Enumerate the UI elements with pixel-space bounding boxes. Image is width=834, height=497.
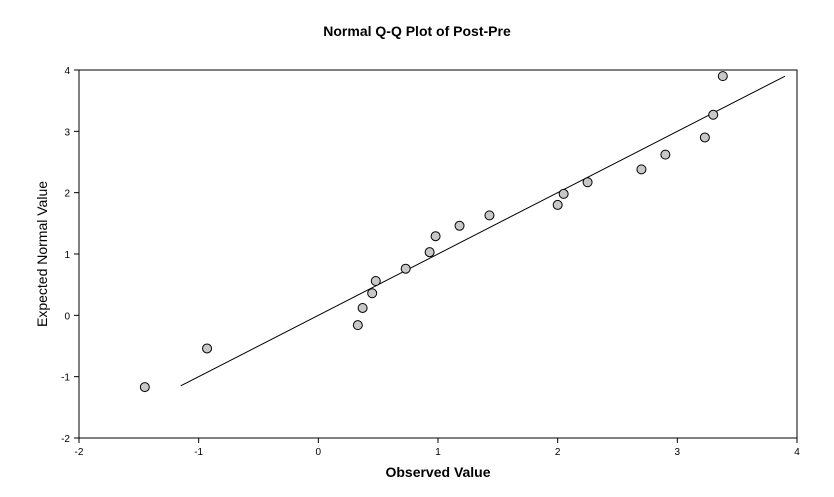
y-tick-label: 2 [64,189,70,200]
data-point [699,132,710,143]
data-point [400,263,411,274]
x-axis-label: Observed Value [385,464,490,480]
x-tick-label: 2 [555,447,561,458]
y-tick-label: -2 [61,434,70,445]
data-point [139,382,150,393]
y-axis: -2 -1 0 1 2 3 4 [61,66,79,445]
data-point [424,247,435,258]
data-points [139,71,728,393]
data-point [717,71,728,82]
x-tick-label: 4 [794,447,800,458]
x-tick-label: 0 [316,447,322,458]
data-point [660,149,671,160]
data-point [636,164,647,175]
y-tick-label: 3 [64,127,70,138]
x-tick-label: -2 [75,447,84,458]
data-point [352,320,363,331]
data-point [552,199,563,210]
data-point [202,343,213,354]
data-point [430,231,441,242]
data-point [370,275,381,286]
data-point [708,109,719,120]
data-point [367,288,378,299]
y-tick-label: 4 [64,66,70,77]
reference-line [180,75,786,387]
x-tick-label: 1 [435,447,441,458]
x-axis: -2 -1 0 1 2 3 4 [75,438,800,458]
x-tick-label: 3 [675,447,681,458]
chart-title: Normal Q-Q Plot of Post-Pre [323,23,511,39]
data-point [454,220,465,231]
data-point [558,188,569,199]
y-tick-label: -1 [61,373,70,384]
y-tick-label: 0 [64,311,70,322]
x-tick-label: -1 [194,447,203,458]
data-point [357,302,368,313]
y-tick-label: 1 [64,250,70,261]
data-point [484,210,495,221]
y-axis-label: Expected Normal Value [34,181,50,327]
data-point [582,177,593,188]
